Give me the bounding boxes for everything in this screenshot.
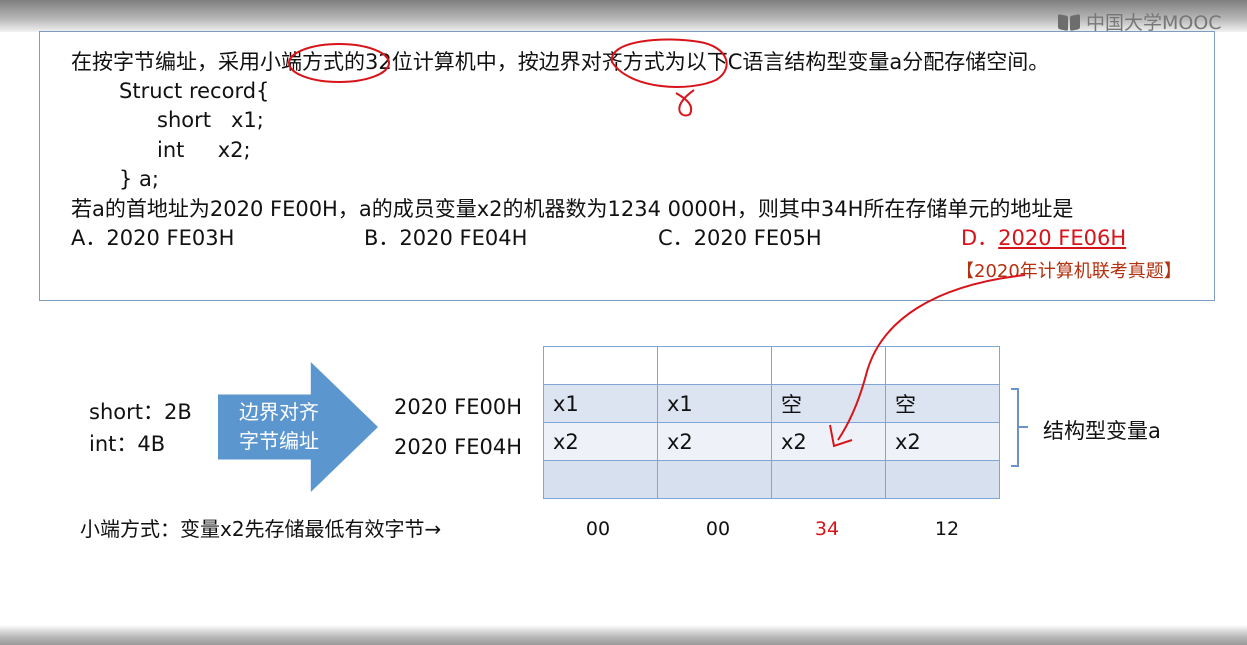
- circle-alignment: [610, 38, 728, 88]
- memory-row: x2 x2 x2 x2: [543, 422, 1000, 461]
- memory-cell: x2: [771, 422, 886, 461]
- address-fe00: 2020 FE00H: [394, 395, 522, 419]
- alignment-note-mark: [675, 89, 695, 117]
- memory-cell: [885, 346, 1000, 385]
- option-b: B．2020 FE04H: [364, 226, 528, 250]
- memory-cell: x2: [885, 422, 1000, 461]
- memory-table: x1 x1 空 空 x2 x2 x2 x2: [543, 346, 1000, 499]
- mooc-watermark: 中国大学MOOC: [1058, 8, 1222, 35]
- bottom-bar: [0, 625, 1247, 645]
- memory-row: [543, 460, 1000, 499]
- memory-cell: [657, 460, 772, 499]
- answer-pointer-head: [829, 424, 853, 448]
- arrow-label-2: 字节编址: [239, 429, 319, 453]
- memory-cell: x1: [543, 384, 658, 423]
- arrow-label-1: 边界对齐: [239, 400, 319, 424]
- byte-value-highlight: 34: [814, 518, 840, 540]
- question-intro: 在按字节编址，采用小端方式的32位计算机中，按边界对齐方式为以下C语言结构型变量…: [71, 50, 1050, 74]
- answer-pointer-line: [837, 274, 1026, 441]
- watermark-text: 中国大学MOOC: [1086, 12, 1222, 34]
- circle-little-endian: [288, 43, 390, 83]
- code-line-1: Struct record{: [119, 79, 270, 103]
- memory-cell: x2: [543, 422, 658, 461]
- struct-label: 结构型变量a: [1043, 419, 1161, 443]
- code-line-2: short x1;: [157, 108, 264, 132]
- memory-cell: [657, 346, 772, 385]
- memory-cell: [771, 460, 886, 499]
- code-line-4: } a;: [119, 167, 159, 191]
- question-ask: 若a的首地址为2020 FE00H，a的成员变量x2的机器数为1234 0000…: [71, 197, 1074, 221]
- option-a: A．2020 FE03H: [71, 226, 235, 250]
- memory-cell: [885, 460, 1000, 499]
- little-endian-note: 小端方式：变量x2先存储最低有效字节→: [80, 517, 442, 541]
- byte-value: 00: [585, 518, 611, 540]
- struct-bracket-tip: [1019, 426, 1028, 428]
- option-d-value: 2020 FE06H: [998, 226, 1127, 250]
- struct-bracket: [1011, 388, 1019, 467]
- memory-cell: [543, 460, 658, 499]
- int-size: int：4B: [89, 432, 166, 456]
- byte-value: 00: [705, 518, 731, 540]
- code-line-3: int x2;: [157, 138, 251, 162]
- address-fe04: 2020 FE04H: [394, 435, 522, 459]
- byte-value: 12: [934, 518, 960, 540]
- memory-cell: 空: [771, 384, 886, 423]
- short-size: short：2B: [89, 400, 192, 424]
- option-c: C．2020 FE05H: [658, 226, 822, 250]
- option-d: D．2020 FE06H: [961, 226, 1127, 250]
- memory-cell: [771, 346, 886, 385]
- top-bar: [0, 0, 1247, 32]
- memory-cell: 空: [885, 384, 1000, 423]
